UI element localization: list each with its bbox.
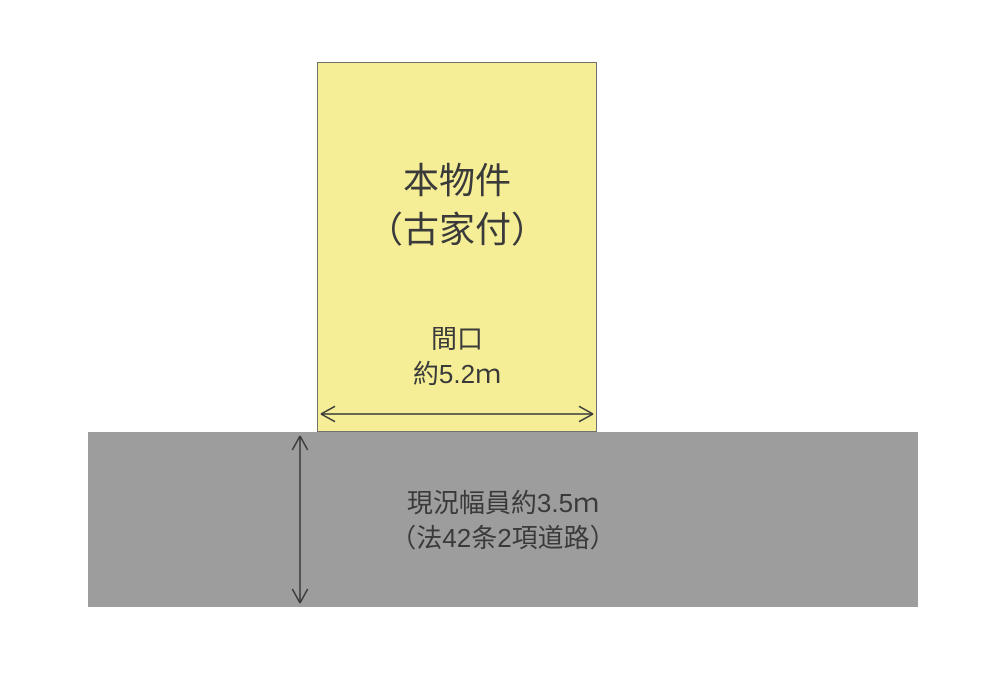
frontage-label: 間口 約5.2ｍ xyxy=(317,322,597,392)
frontage-label-line1: 間口 xyxy=(431,324,483,354)
road-label-line2: （法42条2項道路） xyxy=(390,523,615,553)
road-width-dimension-arrow xyxy=(282,418,318,621)
lot-title-line1: 本物件 xyxy=(403,160,511,201)
lot-title: 本物件 （古家付） xyxy=(317,157,597,254)
frontage-label-line2: 約5.2ｍ xyxy=(413,359,501,389)
road-label-line1: 現況幅員約3.5ｍ xyxy=(407,488,599,518)
lot-title-line2: （古家付） xyxy=(367,209,547,250)
road-label: 現況幅員約3.5ｍ （法42条2項道路） xyxy=(88,486,918,556)
frontage-dimension-arrow xyxy=(303,396,611,432)
